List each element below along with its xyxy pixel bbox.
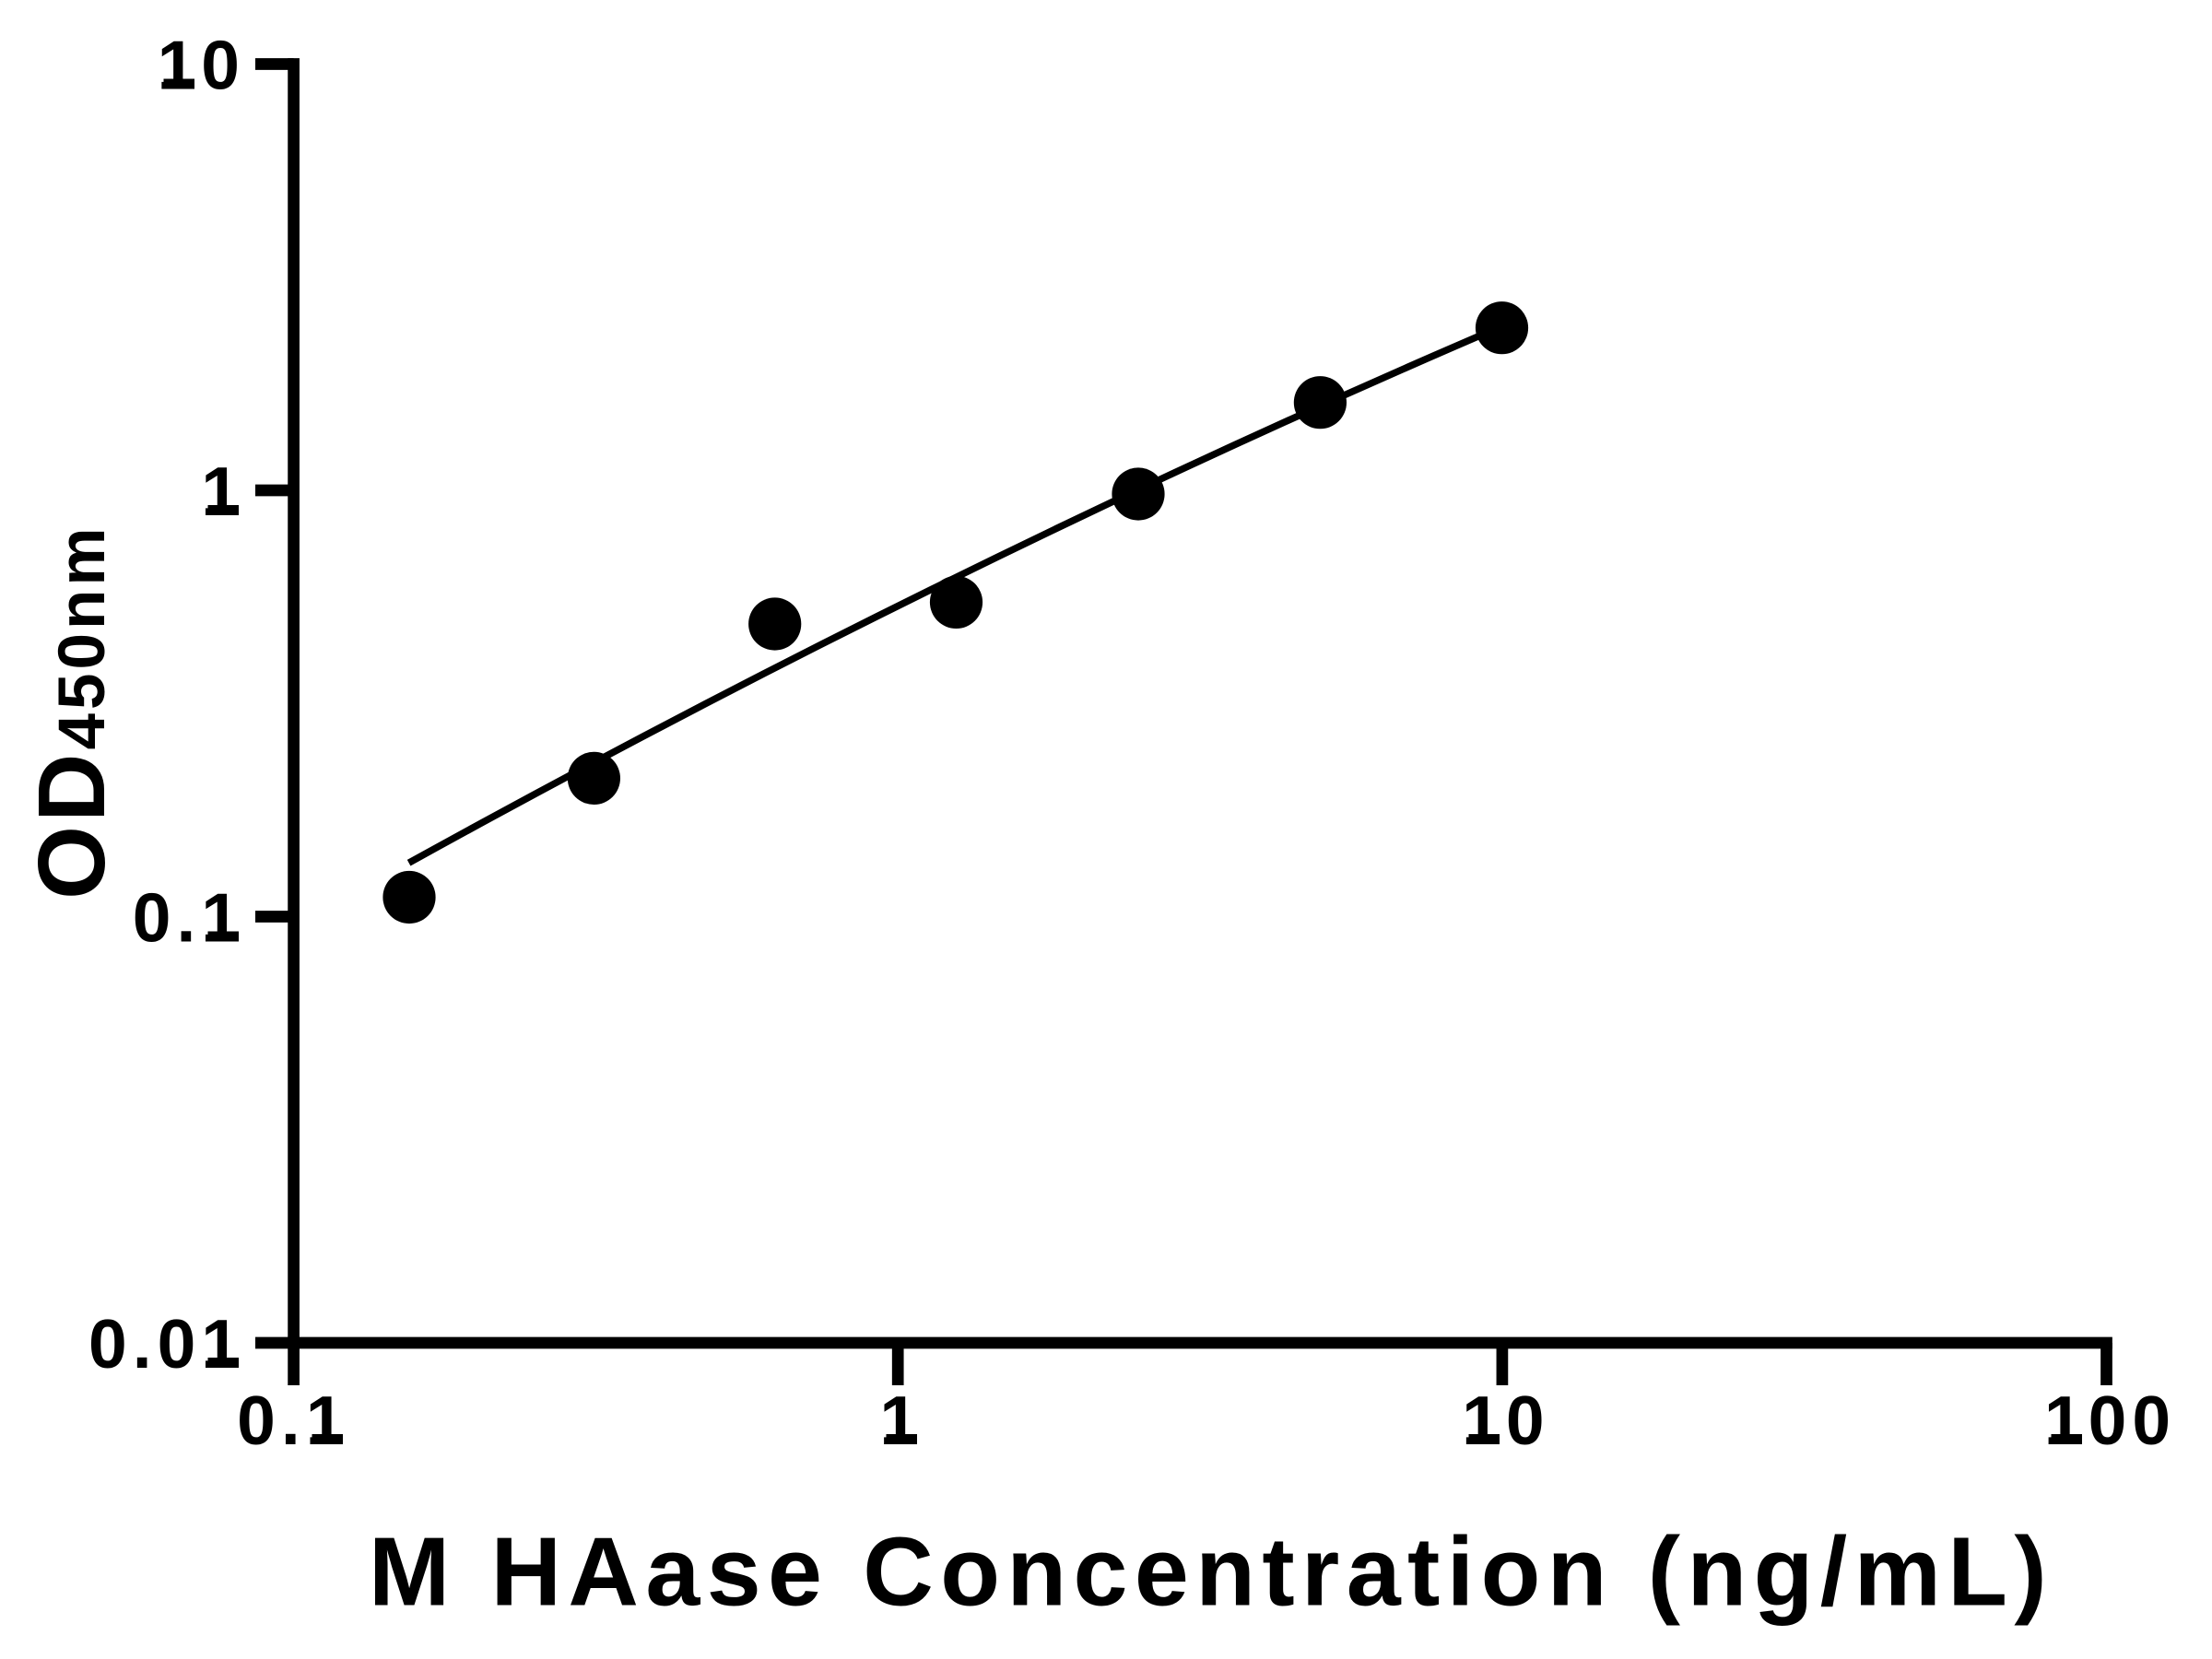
svg-text:10: 10	[158, 27, 245, 104]
svg-text:M HAase Concentration (ng/mL): M HAase Concentration (ng/mL)	[369, 1518, 2053, 1627]
svg-text:10: 10	[1462, 1382, 1549, 1459]
svg-text:100: 100	[2044, 1382, 2176, 1459]
svg-text:1: 1	[201, 453, 245, 530]
svg-text:0.1: 0.1	[133, 879, 245, 957]
svg-text:0.01: 0.01	[88, 1305, 245, 1382]
svg-text:1: 1	[879, 1382, 924, 1459]
svg-text:0.1: 0.1	[237, 1382, 349, 1459]
